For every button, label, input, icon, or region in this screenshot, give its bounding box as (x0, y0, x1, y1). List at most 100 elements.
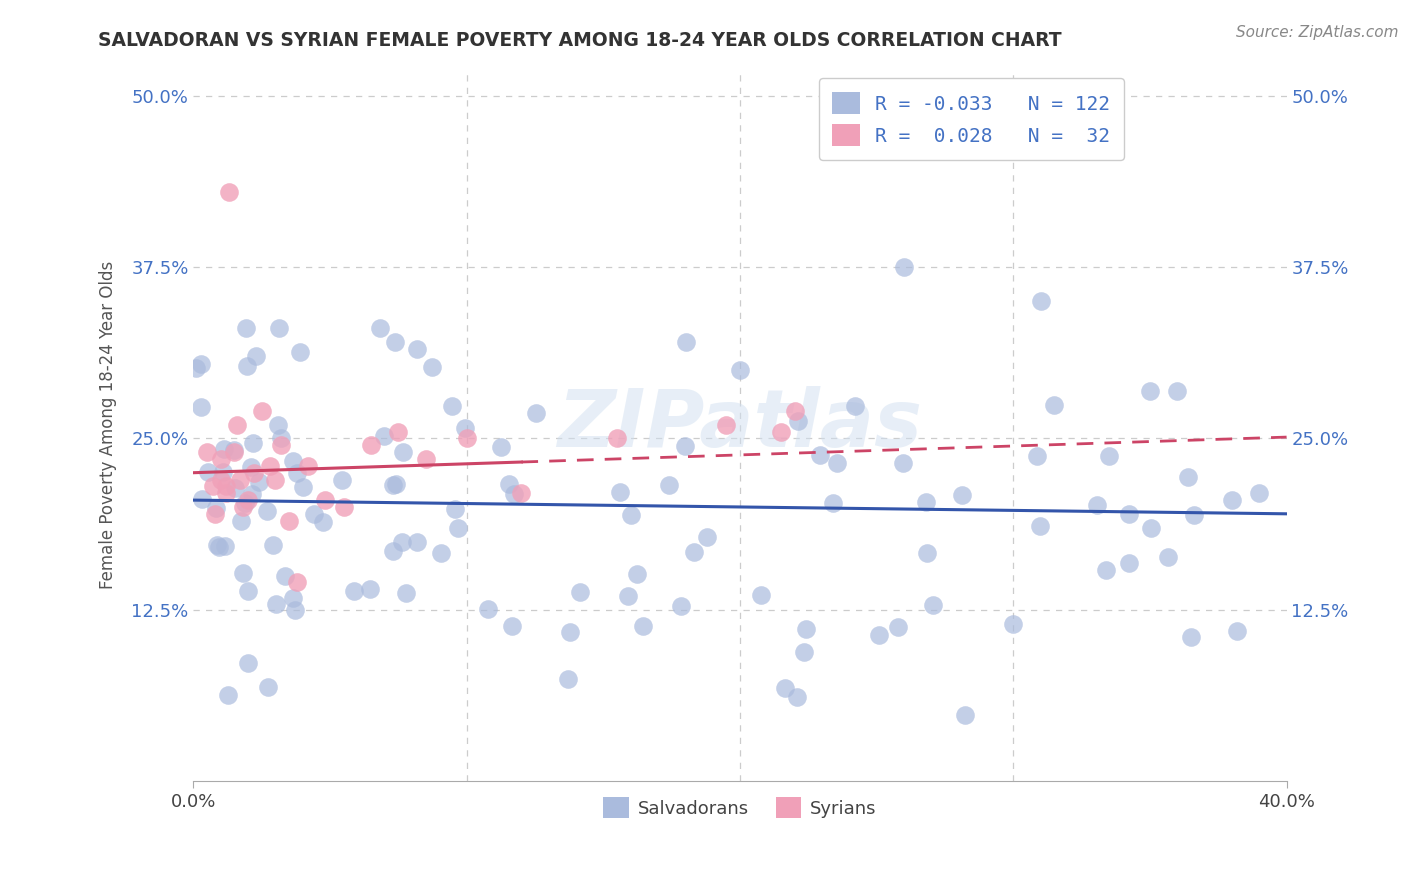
Point (477, 602, 499, 616)
Point (786, 690, 808, 704)
Point (266, 417, 288, 432)
Point (620, 508, 643, 522)
Point (1140, 520, 1163, 534)
Point (382, 478, 405, 492)
Point (794, 622, 817, 636)
Point (454, 421, 477, 435)
Point (524, 406, 547, 420)
Point (384, 335, 406, 350)
Point (224, 442, 246, 457)
Point (1249, 486, 1271, 500)
Point (264, 473, 287, 487)
Point (728, 363, 751, 377)
Point (633, 619, 655, 633)
Point (406, 535, 429, 549)
Point (247, 475, 270, 489)
Point (1180, 630, 1202, 644)
Point (236, 493, 259, 508)
Point (233, 496, 256, 510)
Point (195, 445, 218, 459)
Point (360, 438, 382, 452)
Point (292, 480, 315, 494)
Point (373, 429, 395, 443)
Point (749, 588, 772, 602)
Point (557, 672, 579, 686)
Point (359, 582, 381, 596)
Point (1139, 384, 1161, 398)
Point (205, 501, 228, 516)
Point (444, 502, 467, 516)
Point (209, 452, 232, 467)
Point (675, 334, 697, 349)
Point (891, 456, 914, 470)
Point (190, 357, 212, 371)
Point (250, 404, 273, 418)
Point (609, 485, 631, 500)
Point (868, 628, 890, 642)
Point (395, 586, 418, 600)
Point (217, 688, 239, 702)
Point (236, 657, 259, 671)
Point (290, 344, 312, 359)
Point (489, 440, 512, 454)
Text: SALVADORAN VS SYRIAN FEMALE POVERTY AMONG 18-24 YEAR OLDS CORRELATION CHART: SALVADORAN VS SYRIAN FEMALE POVERTY AMON… (98, 31, 1062, 50)
Point (922, 598, 945, 612)
Point (430, 546, 453, 560)
Point (391, 534, 413, 549)
Point (224, 445, 246, 459)
Point (229, 473, 252, 487)
Point (1118, 556, 1140, 570)
Point (716, 417, 738, 432)
Point (236, 359, 259, 374)
Point (285, 467, 308, 481)
Point (950, 488, 973, 502)
Text: Source: ZipAtlas.com: Source: ZipAtlas.com (1236, 25, 1399, 40)
Point (212, 442, 235, 456)
Point (330, 473, 353, 487)
Point (201, 479, 224, 493)
Point (224, 482, 246, 496)
Point (204, 507, 226, 521)
Point (226, 417, 249, 432)
Point (239, 459, 262, 474)
Point (235, 321, 257, 335)
Point (844, 399, 866, 413)
Point (1182, 508, 1205, 523)
Point (669, 599, 692, 613)
Point (285, 575, 308, 590)
Point (209, 473, 232, 487)
Point (617, 589, 640, 603)
Point (270, 431, 292, 445)
Point (387, 425, 409, 439)
Point (242, 466, 264, 480)
Point (190, 400, 212, 414)
Point (240, 486, 263, 500)
Point (256, 681, 278, 695)
Point (278, 514, 301, 528)
Point (186, 360, 208, 375)
Point (498, 476, 520, 491)
Point (1095, 563, 1118, 577)
Point (242, 436, 264, 450)
Point (626, 567, 648, 582)
Point (281, 591, 304, 606)
Y-axis label: Female Poverty Among 18-24 Year Olds: Female Poverty Among 18-24 Year Olds (100, 260, 117, 589)
Point (1177, 469, 1199, 483)
Point (658, 478, 681, 492)
Point (270, 438, 292, 452)
Point (312, 516, 335, 530)
Point (208, 541, 231, 555)
Point (211, 466, 233, 480)
Point (259, 458, 281, 473)
Point (501, 619, 523, 633)
Point (953, 707, 976, 722)
Legend: Salvadorans, Syrians: Salvadorans, Syrians (596, 790, 884, 825)
Point (392, 445, 415, 459)
Point (502, 486, 524, 500)
Point (914, 495, 936, 509)
Point (456, 432, 478, 446)
Point (422, 359, 444, 374)
Point (569, 585, 592, 599)
Point (1029, 294, 1052, 309)
Point (696, 530, 718, 544)
